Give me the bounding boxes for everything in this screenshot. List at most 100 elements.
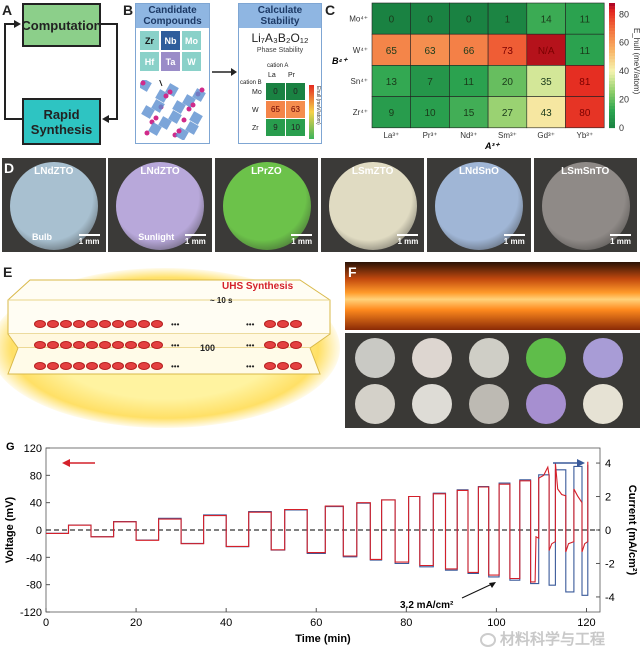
scale-bar-label: 1 mm bbox=[503, 237, 525, 246]
colorbar-segment bbox=[609, 105, 615, 110]
row-label: W⁴⁺ bbox=[353, 46, 368, 55]
panel-g-label: G bbox=[6, 441, 15, 453]
row-label: Zr⁴⁺ bbox=[353, 108, 368, 117]
heatmap-cell bbox=[449, 65, 489, 97]
ellipsis-row-3b: ••• bbox=[246, 362, 255, 371]
pellet bbox=[125, 341, 137, 349]
element-tile-Mo: Mo bbox=[182, 31, 201, 50]
heatmap-value: 65 bbox=[386, 46, 398, 57]
cation-b-label: cation B bbox=[240, 80, 262, 86]
mini-heatmap-cell: 0 bbox=[266, 83, 285, 100]
pellet bbox=[264, 362, 276, 370]
colorbar-segment bbox=[609, 43, 615, 47]
scale-bar-label: 1 mm bbox=[291, 237, 313, 246]
scale-bar: 1 mm bbox=[610, 234, 631, 246]
sample-photo: LPrZO 1 mm bbox=[214, 158, 319, 252]
colorbar-tick: 20 bbox=[619, 94, 629, 104]
sample-name: LNdZTO bbox=[140, 166, 180, 177]
sample-photo: LSmSnTO 1 mm bbox=[533, 158, 637, 252]
mini-col-label: La bbox=[268, 72, 276, 79]
colorbar-segment bbox=[609, 124, 615, 129]
sample-photo: LNdSnO 1 mm bbox=[427, 158, 531, 252]
atom bbox=[144, 130, 150, 136]
colorbar-segment bbox=[609, 77, 615, 82]
heatmap-cell bbox=[371, 96, 412, 129]
col-label: Sm³⁺ bbox=[498, 131, 517, 140]
polyhedron bbox=[155, 89, 169, 103]
ellipsis-row-2b: ••• bbox=[246, 341, 255, 350]
heatmap-value: 73 bbox=[502, 46, 514, 57]
pellet bbox=[86, 320, 98, 328]
pellet bbox=[112, 341, 124, 349]
colorbar-segment bbox=[609, 96, 615, 101]
colorbar-segment bbox=[609, 68, 615, 72]
element-tile-Zr: Zr bbox=[140, 31, 159, 50]
sample-photo: LNdZTO Sunlight 1 mm bbox=[108, 158, 212, 252]
col-label: Yb³⁺ bbox=[577, 131, 594, 140]
annotation-arrow bbox=[461, 583, 493, 599]
colorbar-segment bbox=[609, 71, 615, 76]
pellet bbox=[138, 320, 150, 328]
colorbar-segment bbox=[609, 3, 615, 7]
heatmap-cell bbox=[410, 96, 450, 129]
colorbar-segment bbox=[609, 6, 615, 10]
pellet bbox=[99, 362, 111, 370]
heatmap-value: 0 bbox=[466, 15, 472, 26]
colorbar-tick: 60 bbox=[619, 38, 629, 48]
heatmap-value: 11 bbox=[580, 46, 591, 57]
col-label: Pr³⁺ bbox=[423, 131, 438, 140]
pellet bbox=[151, 362, 163, 370]
pellet bbox=[60, 362, 72, 370]
atom bbox=[190, 102, 196, 108]
mini-heatmap-cell: 0 bbox=[286, 83, 305, 100]
computation-box: Computation bbox=[21, 3, 102, 47]
scale-bar: 1 mm bbox=[291, 234, 313, 246]
y-tick-label: -120 bbox=[20, 607, 42, 619]
heatmap-cell bbox=[565, 65, 605, 97]
colorbar-segment bbox=[609, 37, 615, 41]
panel-c-label: C bbox=[325, 2, 336, 18]
heatmap-value: 15 bbox=[463, 108, 475, 119]
pellet-sample bbox=[526, 338, 566, 378]
pellet bbox=[99, 320, 111, 328]
panel-b-label: B bbox=[123, 2, 134, 18]
heatmap-cell bbox=[410, 2, 450, 35]
scale-bar-line bbox=[503, 234, 525, 236]
polyhedron bbox=[185, 121, 199, 135]
colorbar-segment bbox=[609, 90, 615, 94]
col-label: La³⁺ bbox=[383, 131, 399, 140]
sample-name: LPrZO bbox=[251, 166, 282, 177]
heatmap-cell bbox=[449, 33, 489, 66]
y-tick-label: 0 bbox=[36, 525, 42, 537]
row-label: Sn⁴⁺ bbox=[351, 77, 368, 86]
pellet bbox=[138, 362, 150, 370]
heatmap-value: 9 bbox=[389, 108, 395, 119]
heatmap-value: 0 bbox=[389, 15, 395, 26]
polyhedron bbox=[172, 100, 186, 114]
scale-bar: 1 mm bbox=[397, 234, 419, 246]
scale-bar-line bbox=[184, 234, 206, 236]
annotation-arrowhead bbox=[489, 582, 496, 588]
pellet-sample bbox=[469, 384, 509, 424]
formula: Li₇A₃B₂O₁₂ bbox=[251, 31, 309, 45]
x-axis-title: Time (min) bbox=[295, 633, 351, 645]
pellet bbox=[290, 320, 302, 328]
pellet bbox=[112, 320, 124, 328]
voltage-series-line bbox=[46, 461, 589, 583]
element-tile-Hf: Hf bbox=[140, 52, 159, 71]
heatmap-value: 81 bbox=[579, 77, 591, 88]
pellet bbox=[47, 362, 59, 370]
polyhedron bbox=[141, 105, 155, 119]
pellet bbox=[86, 362, 98, 370]
candidate-compounds-card: Candidate Compounds Zr Nb Mo Hf Ta W bbox=[135, 3, 210, 144]
colorbar-segment bbox=[609, 93, 615, 97]
mini-heatmap-cell: 10 bbox=[286, 119, 305, 136]
heatmap-value: 10 bbox=[424, 108, 436, 119]
atom bbox=[186, 106, 192, 112]
x-tick-label: 120 bbox=[577, 617, 595, 629]
pellet bbox=[47, 341, 59, 349]
col-label: Gd³⁺ bbox=[537, 131, 555, 140]
atom bbox=[153, 115, 159, 121]
phase-stability-label: Phase Stability bbox=[256, 47, 304, 54]
ellipsis-row-1: ••• bbox=[171, 320, 180, 329]
